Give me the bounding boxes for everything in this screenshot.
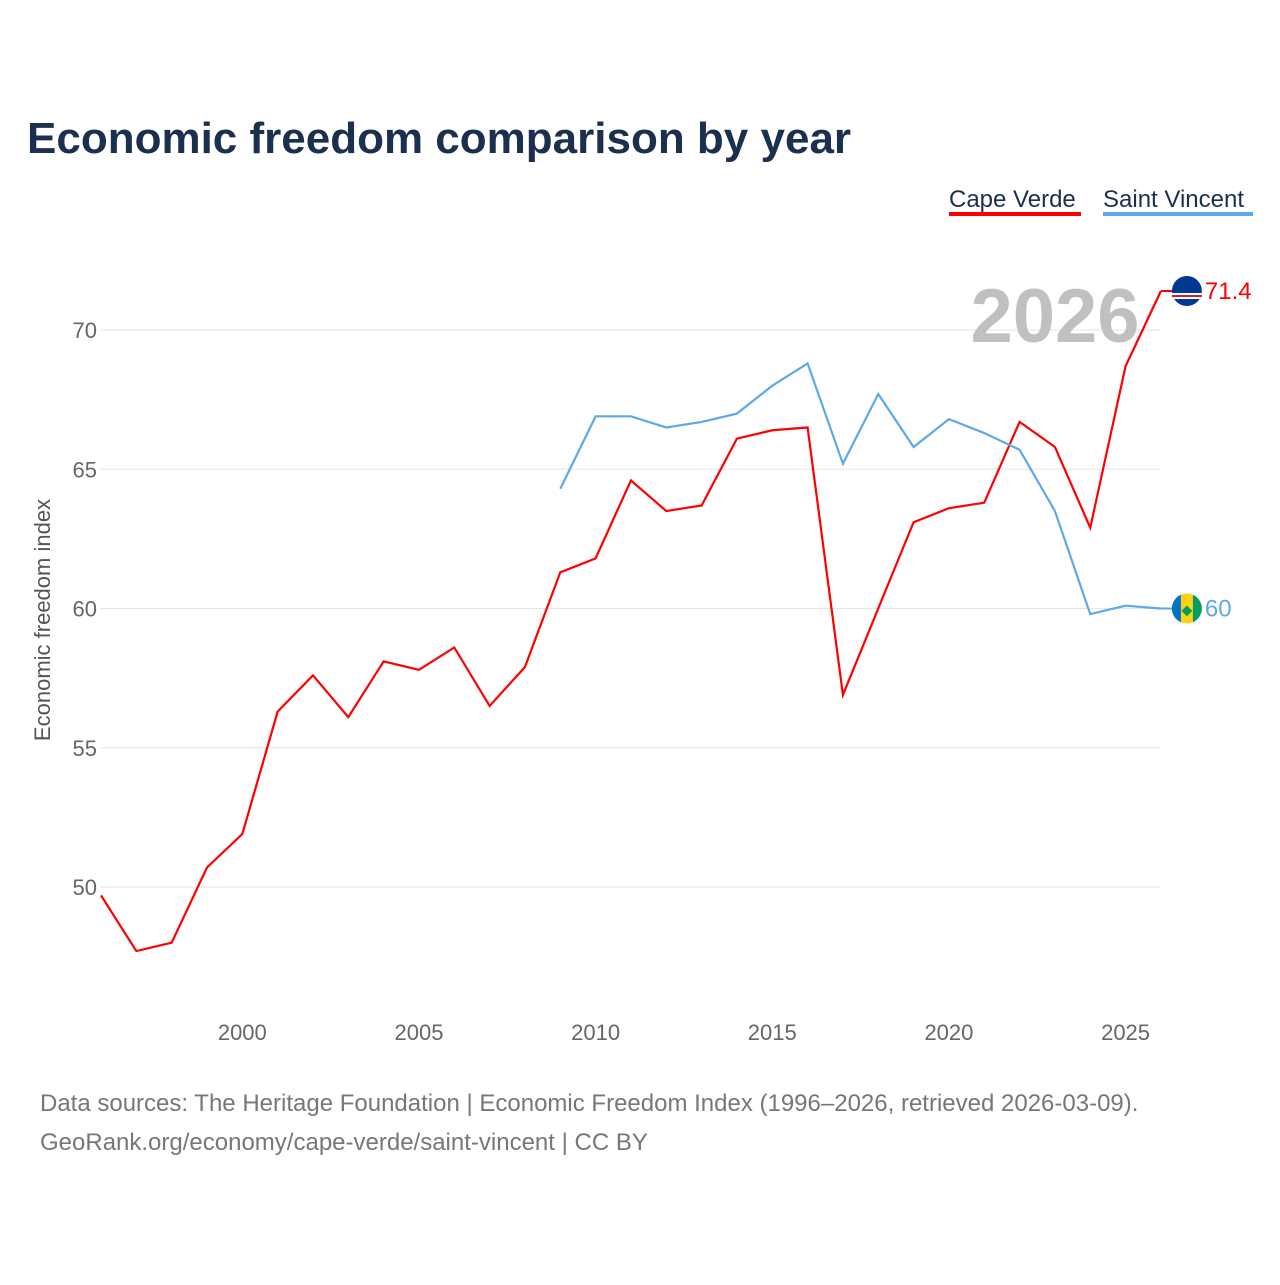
series-line bbox=[559, 361, 1161, 616]
x-tick-label: 2005 bbox=[394, 1020, 443, 1045]
chart-title: Economic freedom comparison by year bbox=[27, 114, 851, 163]
y-tick-label: 55 bbox=[73, 736, 97, 761]
y-tick-label: 60 bbox=[73, 597, 97, 622]
x-tick-label: 2010 bbox=[571, 1020, 620, 1045]
x-tick-label: 2025 bbox=[1101, 1020, 1150, 1045]
x-tick-label: 2015 bbox=[748, 1020, 797, 1045]
saint-vincent-flag-icon: ◆ bbox=[1171, 593, 1202, 624]
footer-link[interactable]: GeoRank.org/economy/cape-verde/saint-vin… bbox=[40, 1129, 648, 1156]
x-tick-label: 2020 bbox=[924, 1020, 973, 1045]
footer-sources: Data sources: The Heritage Foundation | … bbox=[40, 1090, 1138, 1117]
end-value-label: 60 bbox=[1205, 596, 1232, 623]
y-axis-label: Economic freedom index bbox=[30, 499, 55, 741]
y-tick-label: 70 bbox=[73, 318, 97, 343]
year-watermark: 2026 bbox=[970, 274, 1139, 359]
legend-item[interactable]: Cape Verde bbox=[949, 186, 1076, 213]
legend-swatch bbox=[1103, 212, 1253, 216]
cape-verde-flag-icon bbox=[1171, 276, 1202, 307]
legend-item[interactable]: Saint Vincent bbox=[1103, 186, 1244, 213]
y-tick-label: 50 bbox=[73, 875, 97, 900]
y-tick-label: 65 bbox=[73, 457, 97, 482]
legend-swatch bbox=[949, 212, 1081, 216]
series-line bbox=[100, 290, 1162, 953]
end-value-label: 71.4 bbox=[1205, 278, 1252, 305]
svg-text:◆: ◆ bbox=[1182, 602, 1193, 618]
x-tick-label: 2000 bbox=[218, 1020, 267, 1045]
